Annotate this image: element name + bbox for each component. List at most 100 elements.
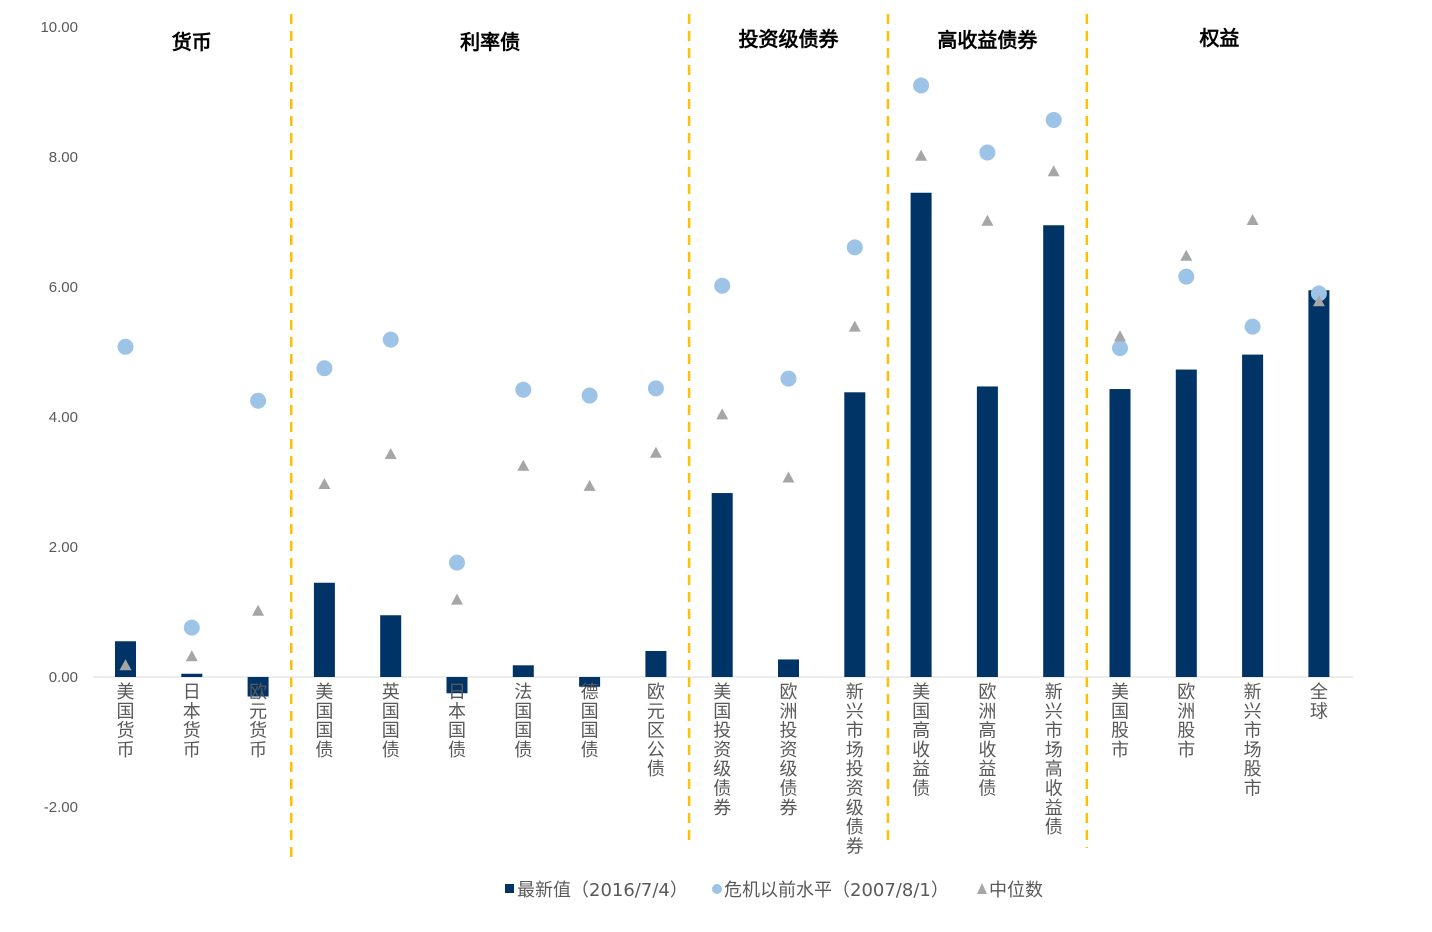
category-label: 欧洲股市 [1177,682,1195,761]
y-tick-label: 4.00 [49,409,78,426]
y-tick-label: 10.00 [40,19,78,36]
category-labels: 美国货币 日本货币 欧元货币 美国国债 英国国债 日本国债 法国国债 德国国债 欧元区公债 美国投… [117,682,1328,857]
bar [446,677,468,694]
triangle-point [782,471,795,483]
circle-point [581,387,598,404]
category-label: 美国国债 [315,682,333,761]
circle-point [1310,285,1327,302]
circle-series [117,77,1327,636]
triangle-point [583,479,596,491]
bar [645,651,667,677]
group-separators [290,14,1089,858]
category-label: 欧洲投资级债券 [780,682,798,819]
bar [1175,369,1197,677]
bar [512,665,534,677]
group-labels: 货币 利率债 投资级债券 高收益债券 权益 [172,26,1240,54]
category-label: 日本货币 [183,682,201,761]
circle-point [647,380,664,397]
legend-swatch [505,884,514,893]
legend-swatch [977,883,987,894]
circle-point [1178,268,1195,285]
triangle-point [1180,249,1193,261]
circle-point [1244,318,1261,335]
triangle-point [451,593,463,605]
triangle-point [119,659,132,671]
group-label: 货币 [172,30,212,54]
category-label: 新兴市场高收益债 [1045,682,1063,838]
circle-point [913,77,930,94]
category-label: 法国国债 [514,682,532,761]
group-label: 权益 [1198,26,1239,50]
bar [181,673,203,677]
category-label: 美国货币 [117,682,135,761]
bar [910,192,932,677]
category-label: 德国国债 [581,682,599,761]
bar [1109,389,1131,677]
bar [976,386,998,677]
bar [778,659,799,677]
category-label: 新兴市场投资级债券 [846,682,864,857]
triangle-point [252,604,265,616]
circle-point [449,554,465,571]
triangle-point [848,320,861,332]
legend-label: 危机以前水平（2007/8/1） [724,880,949,901]
bar [1242,354,1264,677]
category-label: 日本国债 [448,682,466,761]
legend-label: 最新值（2016/7/4） [517,880,688,901]
category-label: 新兴市场股市 [1244,682,1262,800]
y-tick-label: 6.00 [49,279,78,296]
circle-point [1112,340,1128,357]
y-tick-label: -2.00 [44,799,78,816]
triangle-point [1312,295,1325,307]
triangle-point [649,446,662,458]
triangle-point [517,459,530,471]
triangle-point [716,408,729,420]
group-label: 利率债 [460,30,520,54]
group-label: 高收益债券 [937,28,1038,52]
circle-point [183,619,200,636]
circle-point [846,239,863,256]
triangle-point [384,448,397,460]
triangle-point [1246,214,1259,226]
category-label: 全球 [1310,682,1328,722]
bar [313,582,335,677]
circle-point [714,277,731,294]
circle-point [1045,111,1062,128]
triangle-point [318,477,331,489]
category-label: 美国高收益债 [912,682,930,800]
triangle-point [915,149,928,161]
category-label: 美国投资级债券 [713,682,731,819]
legend-label: 中位数 [989,880,1043,901]
category-label: 欧洲高收益债 [978,682,996,800]
triangle-point [1047,165,1060,177]
circle-point [316,360,333,377]
category-label: 英国国债 [382,682,400,761]
bar-series [115,192,1330,697]
triangle-series [119,149,1325,671]
triangle-point [981,214,994,226]
y-axis-ticks: -2.00 0.00 2.00 4.00 6.00 8.00 10.00 [40,19,78,816]
circle-point [117,338,134,355]
triangle-point [185,650,198,662]
bar [579,677,601,687]
bar [1043,225,1065,677]
circle-point [382,331,399,348]
triangle-point [1114,330,1126,342]
y-tick-label: 8.00 [49,149,78,166]
legend: 最新值（2016/7/4） 危机以前水平（2007/8/1） 中位数 [505,880,1043,901]
bar [247,677,269,697]
category-label: 美国股市 [1111,682,1129,761]
bar [711,493,733,677]
group-label: 投资级债券 [739,27,840,51]
category-label: 欧元货币 [249,682,267,761]
legend-swatch [712,884,722,894]
circle-point [979,144,996,161]
category-label: 欧元区公债 [647,682,665,780]
y-tick-label: 0.00 [49,669,78,686]
y-tick-label: 2.00 [49,539,78,556]
bar [844,392,866,677]
circle-point [780,370,797,387]
bar [380,615,402,677]
bar [115,641,136,677]
